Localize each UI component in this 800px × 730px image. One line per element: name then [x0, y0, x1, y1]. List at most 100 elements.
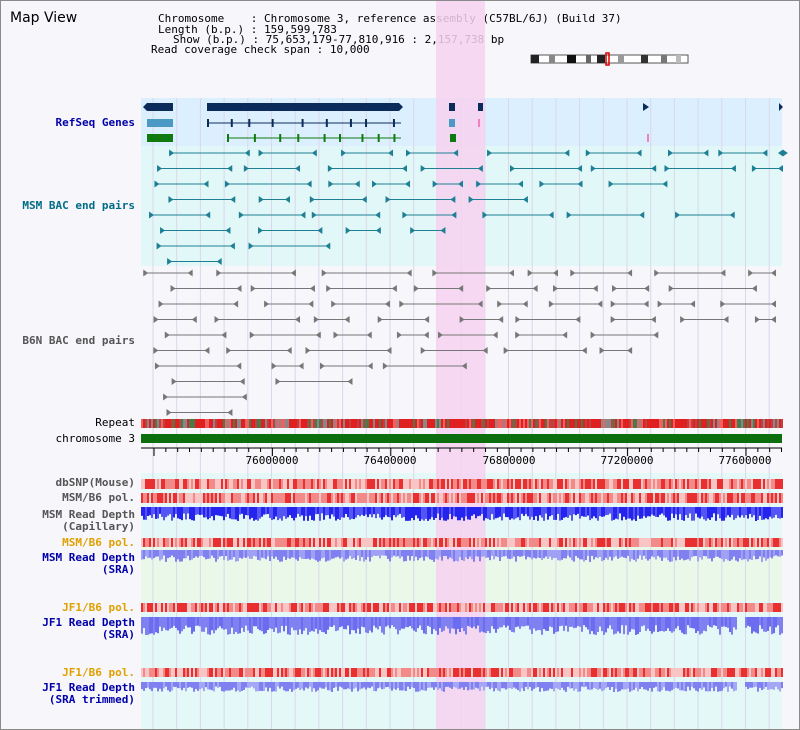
read-depth-bar [603, 550, 605, 561]
read-depth-bar [559, 507, 561, 521]
gene-block [449, 119, 455, 127]
polymorphism-mark [447, 493, 449, 503]
polymorphism-mark [777, 493, 779, 503]
polymorphism-mark [671, 668, 673, 677]
read-depth-bar [287, 550, 289, 558]
read-depth-bar [307, 617, 309, 635]
read-depth-bar [609, 550, 611, 557]
bac-end [438, 331, 444, 339]
read-depth-bar [591, 617, 593, 632]
polymorphism-mark [695, 479, 697, 489]
polymorphism-mark [205, 603, 207, 612]
read-depth-bar [725, 550, 727, 559]
polymorphism-mark [527, 668, 529, 677]
read-depth-bar [479, 617, 481, 633]
polymorphism-mark [575, 668, 577, 677]
read-depth-bar [769, 682, 771, 690]
polymorphism-mark [753, 668, 755, 677]
read-depth-bar [177, 682, 179, 689]
polymorphism-mark [473, 538, 475, 547]
polymorphism-mark [729, 538, 731, 547]
polymorphism-mark [259, 479, 261, 489]
polymorphism-mark [179, 493, 181, 503]
polymorphism-mark [775, 479, 777, 489]
read-depth-bar [745, 617, 747, 628]
polymorphism-mark [553, 603, 555, 612]
read-depth-bar [465, 507, 467, 517]
polymorphism-mark [681, 479, 683, 489]
read-depth-bar [257, 682, 259, 692]
repeat-mark [301, 419, 303, 428]
polymorphism-mark [249, 493, 251, 503]
polymorphism-mark [577, 493, 579, 503]
read-depth-bar [549, 617, 551, 627]
polymorphism-mark [375, 493, 377, 503]
polymorphism-mark [501, 668, 503, 677]
polymorphism-mark [741, 603, 743, 612]
polymorphism-mark [413, 479, 415, 489]
polymorphism-mark [299, 479, 301, 489]
read-depth-bar [361, 617, 363, 627]
read-depth-bar [633, 550, 635, 560]
bac-end [459, 316, 465, 323]
read-depth-bar [159, 682, 161, 689]
polymorphism-mark [731, 479, 733, 489]
polymorphism-mark [355, 493, 357, 503]
ideogram-band [567, 55, 576, 63]
bac-end [224, 180, 230, 188]
polymorphism-mark [743, 538, 745, 547]
read-depth-bar [717, 617, 719, 630]
read-depth-bar [699, 682, 701, 689]
polymorphism-mark [625, 493, 627, 503]
read-depth-bar [419, 682, 421, 692]
polymorphism-mark [667, 538, 669, 547]
polymorphism-mark [643, 479, 645, 489]
read-depth-bar [501, 507, 503, 521]
polymorphism-mark [675, 493, 677, 503]
polymorphism-mark [775, 538, 777, 547]
polymorphism-mark [295, 493, 297, 503]
polymorphism-mark [673, 493, 675, 503]
read-depth-bar [513, 682, 515, 688]
polymorphism-mark [767, 493, 769, 503]
polymorphism-mark [549, 668, 551, 677]
read-depth-bar [267, 682, 269, 692]
read-depth-bar [325, 507, 327, 516]
read-depth-bar [249, 507, 251, 520]
polymorphism-mark [375, 668, 377, 677]
polymorphism-mark [297, 538, 299, 547]
read-depth-bar [233, 682, 235, 688]
repeat-mark [479, 419, 481, 428]
read-depth-bar [489, 682, 491, 690]
read-depth-bar [661, 507, 663, 514]
polymorphism-mark [737, 493, 739, 503]
read-depth-bar [463, 617, 465, 632]
polymorphism-mark [551, 538, 553, 547]
bac-end [170, 285, 176, 292]
polymorphism-mark [459, 668, 461, 677]
read-depth-bar [581, 550, 583, 560]
repeat-mark [389, 419, 391, 428]
polymorphism-mark [575, 479, 577, 489]
polymorphism-mark [267, 603, 269, 612]
polymorphism-mark [517, 603, 519, 612]
polymorphism-mark [603, 479, 605, 489]
polymorphism-mark [705, 493, 707, 503]
polymorphism-mark [541, 493, 543, 503]
polymorphism-mark [691, 603, 693, 612]
read-depth-bar [603, 507, 605, 517]
read-depth-bar [429, 617, 431, 628]
read-depth-bar [453, 507, 455, 517]
polymorphism-mark [359, 493, 361, 503]
read-depth-bar [317, 617, 319, 634]
bac-end [748, 269, 754, 277]
polymorphism-mark [491, 668, 493, 677]
polymorphism-mark [387, 493, 389, 503]
read-depth-bar [239, 682, 241, 692]
polymorphism-mark [757, 479, 759, 489]
read-depth-bar [397, 682, 399, 689]
read-depth-bar [463, 550, 465, 562]
bac-end [258, 149, 264, 157]
